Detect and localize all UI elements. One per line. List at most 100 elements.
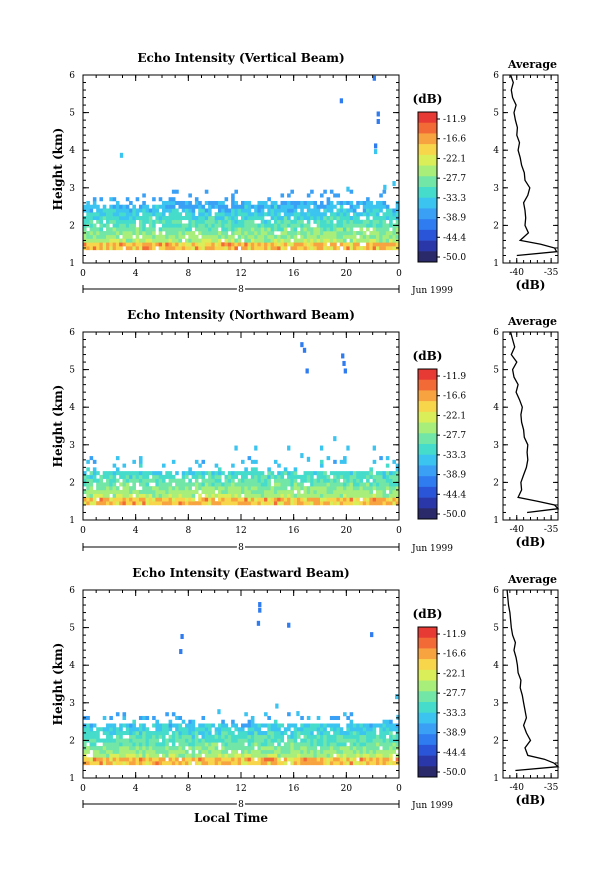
heatmap-cell bbox=[188, 501, 192, 506]
heatmap-cell bbox=[204, 189, 209, 194]
heatmap-cell bbox=[122, 493, 127, 498]
heatmap-cell bbox=[106, 478, 110, 483]
heatmap-cell bbox=[112, 749, 117, 754]
heatmap-cell bbox=[155, 482, 160, 487]
heatmap-cell bbox=[237, 219, 242, 224]
heatmap-cell bbox=[115, 467, 120, 472]
heatmap-cell bbox=[320, 731, 324, 736]
heatmap-cell bbox=[270, 731, 275, 736]
heatmap-cell bbox=[333, 727, 337, 732]
heatmap-cell bbox=[129, 242, 133, 247]
heatmap-cell bbox=[277, 723, 281, 728]
heatmap-cell bbox=[231, 489, 235, 494]
heatmap-cell bbox=[188, 742, 192, 747]
heatmap-cell bbox=[175, 212, 179, 217]
heatmap-cell bbox=[333, 493, 337, 498]
heatmap-cell bbox=[362, 493, 367, 498]
heatmap-cell bbox=[106, 723, 110, 728]
heatmap-cell bbox=[112, 204, 117, 209]
heatmap-cell bbox=[208, 238, 212, 243]
heatmap-cell bbox=[352, 219, 357, 224]
heatmap-cell bbox=[290, 478, 294, 483]
y-tick-label: 6 bbox=[69, 71, 75, 81]
heatmap-cell bbox=[204, 212, 209, 217]
heatmap-cell bbox=[158, 761, 163, 766]
heatmap-cell bbox=[237, 738, 242, 743]
heatmap-cell bbox=[129, 493, 133, 498]
heatmap-cell bbox=[135, 749, 140, 754]
heatmap-cell bbox=[362, 200, 367, 206]
heatmap-cell bbox=[320, 746, 324, 751]
heatmap-cell bbox=[198, 223, 202, 228]
heatmap-cell bbox=[270, 753, 275, 758]
heatmap-cell bbox=[217, 486, 222, 491]
heatmap-cell bbox=[168, 197, 173, 202]
heatmap-cell bbox=[277, 493, 281, 498]
heatmap-cell bbox=[257, 242, 262, 247]
heatmap-cell bbox=[171, 197, 176, 202]
heatmap-cell bbox=[349, 219, 354, 224]
heatmap-cell bbox=[277, 742, 281, 747]
heatmap-cell bbox=[138, 223, 143, 228]
heatmap-cell bbox=[106, 486, 110, 491]
heatmap-cell bbox=[211, 238, 215, 243]
heatmap-cell bbox=[204, 734, 209, 739]
heatmap-cell bbox=[115, 234, 120, 239]
heatmap-cell bbox=[171, 219, 176, 224]
heatmap-cell bbox=[231, 738, 235, 743]
heatmap-cell bbox=[352, 234, 357, 239]
heatmap-cell bbox=[152, 486, 156, 491]
heatmap-cell bbox=[280, 738, 285, 743]
heatmap-cell bbox=[244, 497, 248, 502]
heatmap-cell bbox=[290, 753, 294, 758]
profile-y-tick-label: 3 bbox=[493, 184, 499, 194]
heatmap-cell bbox=[191, 223, 196, 228]
heatmap-cell bbox=[99, 216, 104, 221]
heatmap-cell bbox=[188, 208, 192, 213]
heatmap-cell bbox=[198, 463, 202, 468]
heatmap-cell bbox=[339, 761, 344, 766]
heatmap-cell bbox=[336, 193, 341, 198]
heatmap-cell bbox=[250, 212, 255, 217]
heatmap-cell bbox=[178, 242, 183, 247]
heatmap-cell bbox=[303, 478, 308, 483]
heatmap-cell bbox=[217, 738, 222, 743]
heatmap-cell bbox=[132, 727, 136, 732]
heatmap-cell bbox=[326, 486, 331, 491]
heatmap-cell bbox=[158, 734, 163, 739]
heatmap-cell bbox=[224, 501, 229, 506]
heatmap-cell bbox=[306, 227, 311, 232]
heatmap-cell bbox=[148, 761, 153, 766]
heatmap-cell bbox=[234, 216, 239, 221]
heatmap-cell bbox=[375, 212, 380, 217]
heatmap-cell bbox=[96, 204, 100, 209]
heatmap-cell bbox=[221, 471, 225, 476]
heatmap-cell bbox=[119, 219, 123, 224]
heatmap-cell bbox=[280, 489, 285, 494]
heatmap-cell bbox=[214, 486, 219, 491]
heatmap-cell bbox=[106, 761, 110, 766]
heatmap-cell bbox=[142, 486, 146, 491]
heatmap-cell bbox=[254, 727, 258, 732]
heatmap-cell bbox=[254, 738, 258, 743]
profile-y-tick-label: 5 bbox=[493, 366, 499, 376]
heatmap-cell bbox=[333, 738, 337, 743]
heatmap-cell bbox=[267, 742, 271, 747]
heatmap-cell bbox=[227, 753, 232, 758]
heatmap-cell bbox=[168, 471, 173, 476]
heatmap-cell bbox=[273, 208, 278, 213]
heatmap-cell bbox=[129, 219, 133, 224]
heatmap-cell bbox=[135, 761, 140, 766]
heatmap-cell bbox=[132, 734, 136, 739]
heatmap-cell bbox=[211, 497, 215, 502]
heatmap-cell bbox=[115, 200, 120, 206]
heatmap-cell bbox=[148, 478, 153, 483]
heatmap-cell bbox=[244, 757, 248, 762]
heatmap-cell bbox=[257, 482, 262, 487]
heatmap-cell bbox=[237, 727, 242, 732]
heatmap-cell bbox=[231, 204, 235, 209]
heatmap-cell bbox=[148, 738, 153, 743]
heatmap-cell bbox=[369, 246, 373, 251]
heatmap-cell bbox=[201, 227, 206, 232]
heatmap-cell bbox=[148, 208, 153, 213]
